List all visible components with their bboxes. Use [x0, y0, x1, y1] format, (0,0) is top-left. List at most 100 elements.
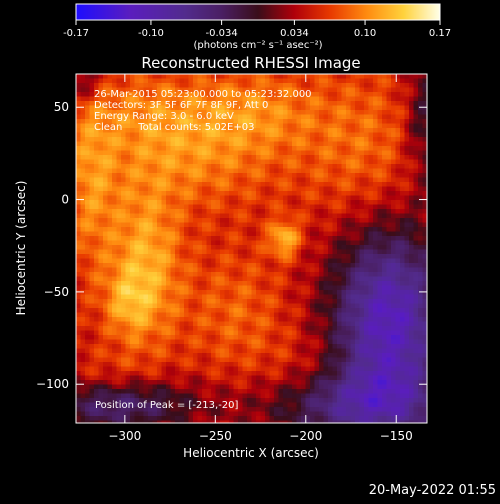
- heatmap-cell: [292, 223, 297, 228]
- heatmap-cell: [378, 241, 383, 246]
- heatmap-cell: [103, 277, 108, 282]
- heatmap-cell: [261, 277, 266, 282]
- heatmap-cell: [130, 308, 135, 313]
- heatmap-cell: [297, 169, 302, 174]
- heatmap-cell: [211, 214, 216, 219]
- heatmap-cell: [184, 250, 189, 255]
- heatmap-cell: [207, 200, 212, 205]
- heatmap-cell: [409, 299, 414, 304]
- heatmap-cell: [216, 286, 221, 291]
- heatmap-cell: [382, 146, 387, 151]
- heatmap-cell: [342, 322, 347, 327]
- heatmap-cell: [382, 227, 387, 232]
- heatmap-cell: [346, 299, 351, 304]
- heatmap-cell: [319, 331, 324, 336]
- heatmap-cell: [184, 286, 189, 291]
- heatmap-cell: [274, 155, 279, 160]
- heatmap-cell: [99, 335, 104, 340]
- heatmap-cell: [162, 182, 167, 187]
- heatmap-cell: [369, 119, 374, 124]
- heatmap-cell: [405, 232, 410, 237]
- heatmap-cell: [117, 164, 122, 169]
- heatmap-cell: [81, 205, 86, 210]
- heatmap-cell: [283, 286, 288, 291]
- heatmap-cell: [387, 137, 392, 142]
- heatmap-cell: [360, 133, 365, 138]
- heatmap-cell: [108, 205, 113, 210]
- heatmap-cell: [103, 133, 108, 138]
- heatmap-cell: [328, 205, 333, 210]
- heatmap-cell: [193, 317, 198, 322]
- heatmap-cell: [310, 304, 315, 309]
- heatmap-cell: [297, 290, 302, 295]
- heatmap-cell: [175, 308, 180, 313]
- heatmap-cell: [409, 124, 414, 129]
- heatmap-cell: [355, 295, 360, 300]
- heatmap-cell: [337, 196, 342, 201]
- heatmap-cell: [229, 254, 234, 259]
- heatmap-cell: [315, 124, 320, 129]
- heatmap-cell: [342, 353, 347, 358]
- heatmap-cell: [337, 223, 342, 228]
- heatmap-cell: [112, 236, 117, 241]
- heatmap-cell: [387, 106, 392, 111]
- heatmap-cell: [396, 155, 401, 160]
- heatmap-cell: [301, 358, 306, 363]
- heatmap-cell: [274, 286, 279, 291]
- heatmap-cell: [297, 236, 302, 241]
- heatmap-cell: [418, 101, 423, 106]
- heatmap-cell: [360, 142, 365, 147]
- heatmap-cell: [117, 196, 122, 201]
- heatmap-cell: [162, 214, 167, 219]
- heatmap-cell: [270, 200, 275, 205]
- heatmap-cell: [180, 146, 185, 151]
- heatmap-cell: [157, 83, 162, 88]
- heatmap-cell: [292, 263, 297, 268]
- heatmap-cell: [324, 205, 329, 210]
- heatmap-cell: [157, 259, 162, 264]
- heatmap-cell: [121, 169, 126, 174]
- heatmap-cell: [148, 241, 153, 246]
- heatmap-cell: [360, 164, 365, 169]
- heatmap-cell: [247, 155, 252, 160]
- heatmap-cell: [283, 214, 288, 219]
- heatmap-cell: [117, 241, 122, 246]
- heatmap-cell: [171, 313, 176, 318]
- heatmap-cell: [121, 263, 126, 268]
- heatmap-cell: [193, 218, 198, 223]
- heatmap-cell: [265, 304, 270, 309]
- heatmap-cell: [103, 182, 108, 187]
- heatmap-cell: [211, 358, 216, 363]
- heatmap-cell: [76, 83, 81, 88]
- heatmap-cell: [306, 191, 311, 196]
- heatmap-cell: [319, 106, 324, 111]
- heatmap-cell: [279, 268, 284, 273]
- heatmap-cell: [351, 317, 356, 322]
- heatmap-cell: [202, 290, 207, 295]
- heatmap-cell: [324, 155, 329, 160]
- heatmap-cell: [216, 187, 221, 192]
- heatmap-cell: [229, 218, 234, 223]
- heatmap-cell: [310, 241, 315, 246]
- heatmap-cell: [171, 281, 176, 286]
- heatmap-cell: [126, 223, 131, 228]
- heatmap-cell: [207, 146, 212, 151]
- heatmap-cell: [342, 358, 347, 363]
- heatmap-cell: [382, 205, 387, 210]
- heatmap-cell: [391, 214, 396, 219]
- heatmap-cell: [378, 196, 383, 201]
- heatmap-cell: [144, 353, 149, 358]
- heatmap-cell: [220, 160, 225, 165]
- heatmap-cell: [279, 236, 284, 241]
- heatmap-cell: [301, 322, 306, 327]
- heatmap-cell: [229, 169, 234, 174]
- heatmap-cell: [310, 326, 315, 331]
- heatmap-cell: [94, 326, 99, 331]
- heatmap-cell: [103, 232, 108, 237]
- heatmap-cell: [310, 110, 315, 115]
- heatmap-cell: [126, 308, 131, 313]
- heatmap-cell: [252, 299, 257, 304]
- heatmap-cell: [369, 178, 374, 183]
- heatmap-cell: [108, 245, 113, 250]
- heatmap-cell: [130, 299, 135, 304]
